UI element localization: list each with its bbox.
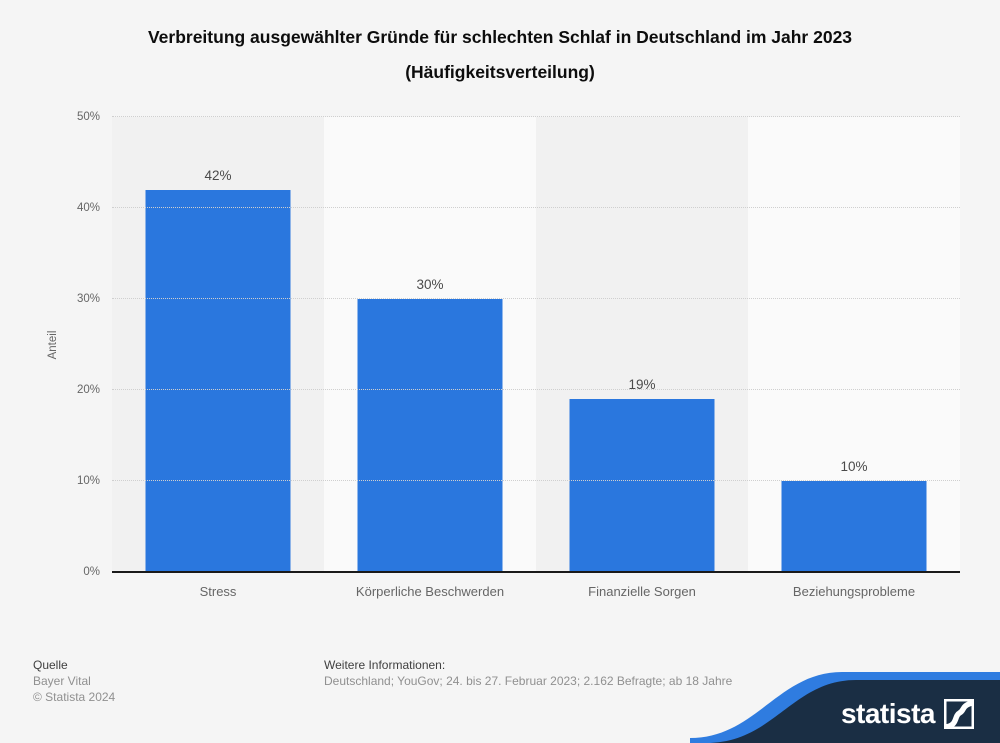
bar-column: 30% bbox=[324, 117, 536, 572]
bar-2 bbox=[357, 299, 503, 572]
source-name: Bayer Vital bbox=[33, 674, 91, 688]
x-axis-labels: Stress Körperliche Beschwerden Finanzielle… bbox=[112, 584, 960, 599]
bar-value-label: 42% bbox=[204, 167, 232, 183]
bar-value-label: 30% bbox=[416, 277, 444, 292]
x-axis-label: Körperliche Beschwerden bbox=[355, 584, 505, 599]
y-tick-label: 30% bbox=[76, 293, 100, 305]
copyright-text: © Statista 2024 bbox=[33, 690, 116, 704]
bar-value-label: 19% bbox=[628, 377, 656, 393]
gridline bbox=[112, 116, 960, 117]
bar-column: 10% bbox=[748, 117, 960, 572]
gridline bbox=[112, 298, 960, 299]
gridline bbox=[112, 389, 960, 390]
y-axis-tick-labels: 0% 10% 20% 30% 40% 50% bbox=[30, 111, 100, 578]
x-axis-label: Finanzielle Sorgen bbox=[588, 584, 696, 599]
x-axis-line bbox=[112, 571, 960, 573]
gridline bbox=[112, 207, 960, 208]
info-block: Weitere Informationen: Deutschland; YouG… bbox=[324, 657, 732, 689]
bar-column: 19% bbox=[536, 117, 748, 572]
x-axis-label: Beziehungsprobleme bbox=[792, 584, 916, 599]
x-axis-label: Stress bbox=[199, 584, 237, 599]
chart-title-line2: (Häufigkeitsverteilung) bbox=[405, 62, 595, 82]
y-tick-label: 0% bbox=[83, 566, 100, 578]
y-tick-label: 10% bbox=[76, 475, 100, 487]
bar-3 bbox=[569, 399, 715, 572]
gridline bbox=[112, 480, 960, 481]
plot-area: 42% 30% 19% 10% bbox=[112, 116, 960, 573]
chart-title: Verbreitung ausgewählter Gründe für schl… bbox=[0, 20, 1000, 90]
statista-logo-icon bbox=[944, 699, 974, 729]
statista-logo: statista bbox=[841, 699, 974, 729]
source-block: Quelle Bayer Vital © Statista 2024 bbox=[33, 657, 115, 705]
y-tick-label: 40% bbox=[76, 202, 100, 214]
info-heading: Weitere Informationen: bbox=[324, 658, 446, 672]
statista-logo-text: statista bbox=[840, 698, 936, 729]
y-tick-label: 50% bbox=[76, 111, 100, 123]
bar-4 bbox=[781, 481, 927, 572]
source-heading: Quelle bbox=[33, 658, 68, 672]
bar-columns: 42% 30% 19% 10% bbox=[112, 117, 960, 572]
bar-column: 42% bbox=[112, 117, 324, 572]
info-text: Deutschland; YouGov; 24. bis 27. Februar… bbox=[324, 674, 733, 688]
y-tick-label: 20% bbox=[76, 384, 100, 396]
bar-value-label: 10% bbox=[840, 459, 868, 474]
chart-title-line1: Verbreitung ausgewählter Gründe für schl… bbox=[147, 27, 853, 47]
bar-1 bbox=[145, 189, 291, 572]
